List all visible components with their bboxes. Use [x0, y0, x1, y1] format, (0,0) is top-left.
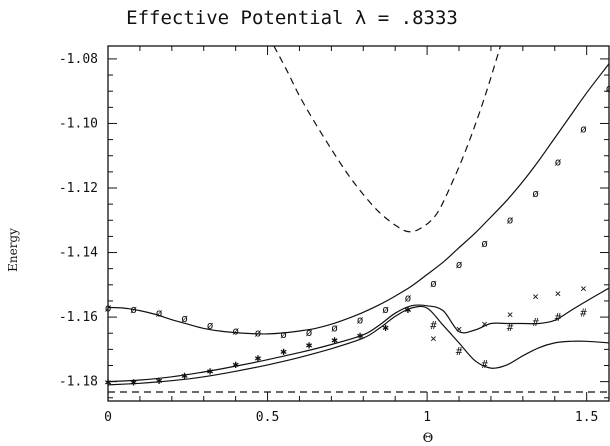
axis-ticks: 0 0.5 1 1.5 -1.18 -1.16 -1.14 -1.12 -1.10 -1.08	[59, 46, 609, 425]
data-point-marker: ×	[507, 308, 514, 321]
data-point-marker: #	[430, 319, 437, 332]
data-point-marker: ✱	[280, 345, 287, 358]
data-point-marker: ø	[555, 156, 562, 169]
data-point-marker: #	[456, 345, 463, 358]
data-point-marker: ✱	[181, 369, 188, 382]
data-point-marker: ✱	[405, 303, 412, 316]
data-point-marker: ✱	[306, 339, 313, 352]
data-point-marker: ø	[105, 301, 112, 314]
data-point-marker: ø	[232, 325, 239, 338]
data-point-marker: ø	[306, 326, 313, 339]
data-point-marker: #	[507, 321, 514, 334]
y-tick-label: -1.18	[59, 375, 98, 390]
data-point-marker: ø	[456, 258, 463, 271]
data-point-marker: ✱	[156, 374, 163, 387]
data-point-marker: #	[555, 311, 562, 324]
x-tick-label: 0	[104, 410, 112, 425]
data-point-marker: #	[481, 358, 488, 371]
data-point-marker: ✱	[255, 351, 262, 364]
data-point-marker: ×	[532, 290, 539, 303]
data-point-marker: ✱	[382, 321, 389, 334]
data-point-marker: ✱	[105, 376, 112, 389]
data-point-marker: ø	[606, 82, 610, 95]
x-tick-label: 0.5	[256, 410, 279, 425]
data-point-marker: ×	[580, 282, 587, 295]
data-point-marker: ✱	[130, 376, 137, 389]
y-tick-label: -1.16	[59, 310, 98, 325]
data-point-marker: ✱	[232, 358, 239, 371]
y-tick-label: -1.12	[59, 181, 98, 196]
data-point-marker: ø	[405, 292, 412, 305]
data-point-marker: ø	[507, 213, 514, 226]
y-tick-label: -1.14	[59, 246, 98, 261]
x-axis-label: Θ	[423, 431, 434, 446]
data-point-marker: ø	[130, 303, 137, 316]
data-point-marker: ø	[532, 187, 539, 200]
data-point-marker: ø	[357, 314, 364, 327]
data-point-marker: ø	[255, 327, 262, 340]
data-point-marker: ø	[280, 328, 287, 341]
chart-title: Effective Potential λ = .8333	[126, 7, 458, 29]
series-lines	[108, 46, 609, 393]
data-point-marker: ✱	[207, 364, 214, 377]
data-point-marker: ø	[181, 312, 188, 325]
x-tick-label: 1	[423, 410, 431, 425]
series-line-4	[273, 46, 502, 233]
data-point-marker: ø	[481, 237, 488, 250]
data-point-marker: ×	[430, 332, 437, 345]
series-line-1	[108, 63, 609, 335]
data-point-marker: ø	[382, 303, 389, 316]
data-point-marker: ø	[331, 321, 338, 334]
series-line-2	[108, 287, 609, 383]
data-point-marker: ø	[207, 319, 214, 332]
plot-frame	[107, 45, 610, 402]
data-point-marker: ø	[430, 277, 437, 290]
data-point-marker: #	[532, 316, 539, 329]
y-tick-label: -1.08	[59, 52, 98, 67]
data-point-marker: ✱	[331, 334, 338, 347]
series-line-3	[108, 305, 609, 386]
data-point-marker: ×	[456, 322, 463, 335]
data-point-marker: ×	[555, 287, 562, 300]
data-point-marker: ✱	[357, 329, 364, 342]
data-point-marker: ø	[580, 122, 587, 135]
data-point-marker: ø	[156, 306, 163, 319]
data-point-marker: #	[580, 306, 587, 319]
y-axis-label: Energy	[6, 228, 20, 272]
x-tick-label: 1.5	[575, 410, 598, 425]
data-point-marker: ×	[481, 318, 488, 331]
y-tick-label: -1.10	[59, 116, 98, 131]
